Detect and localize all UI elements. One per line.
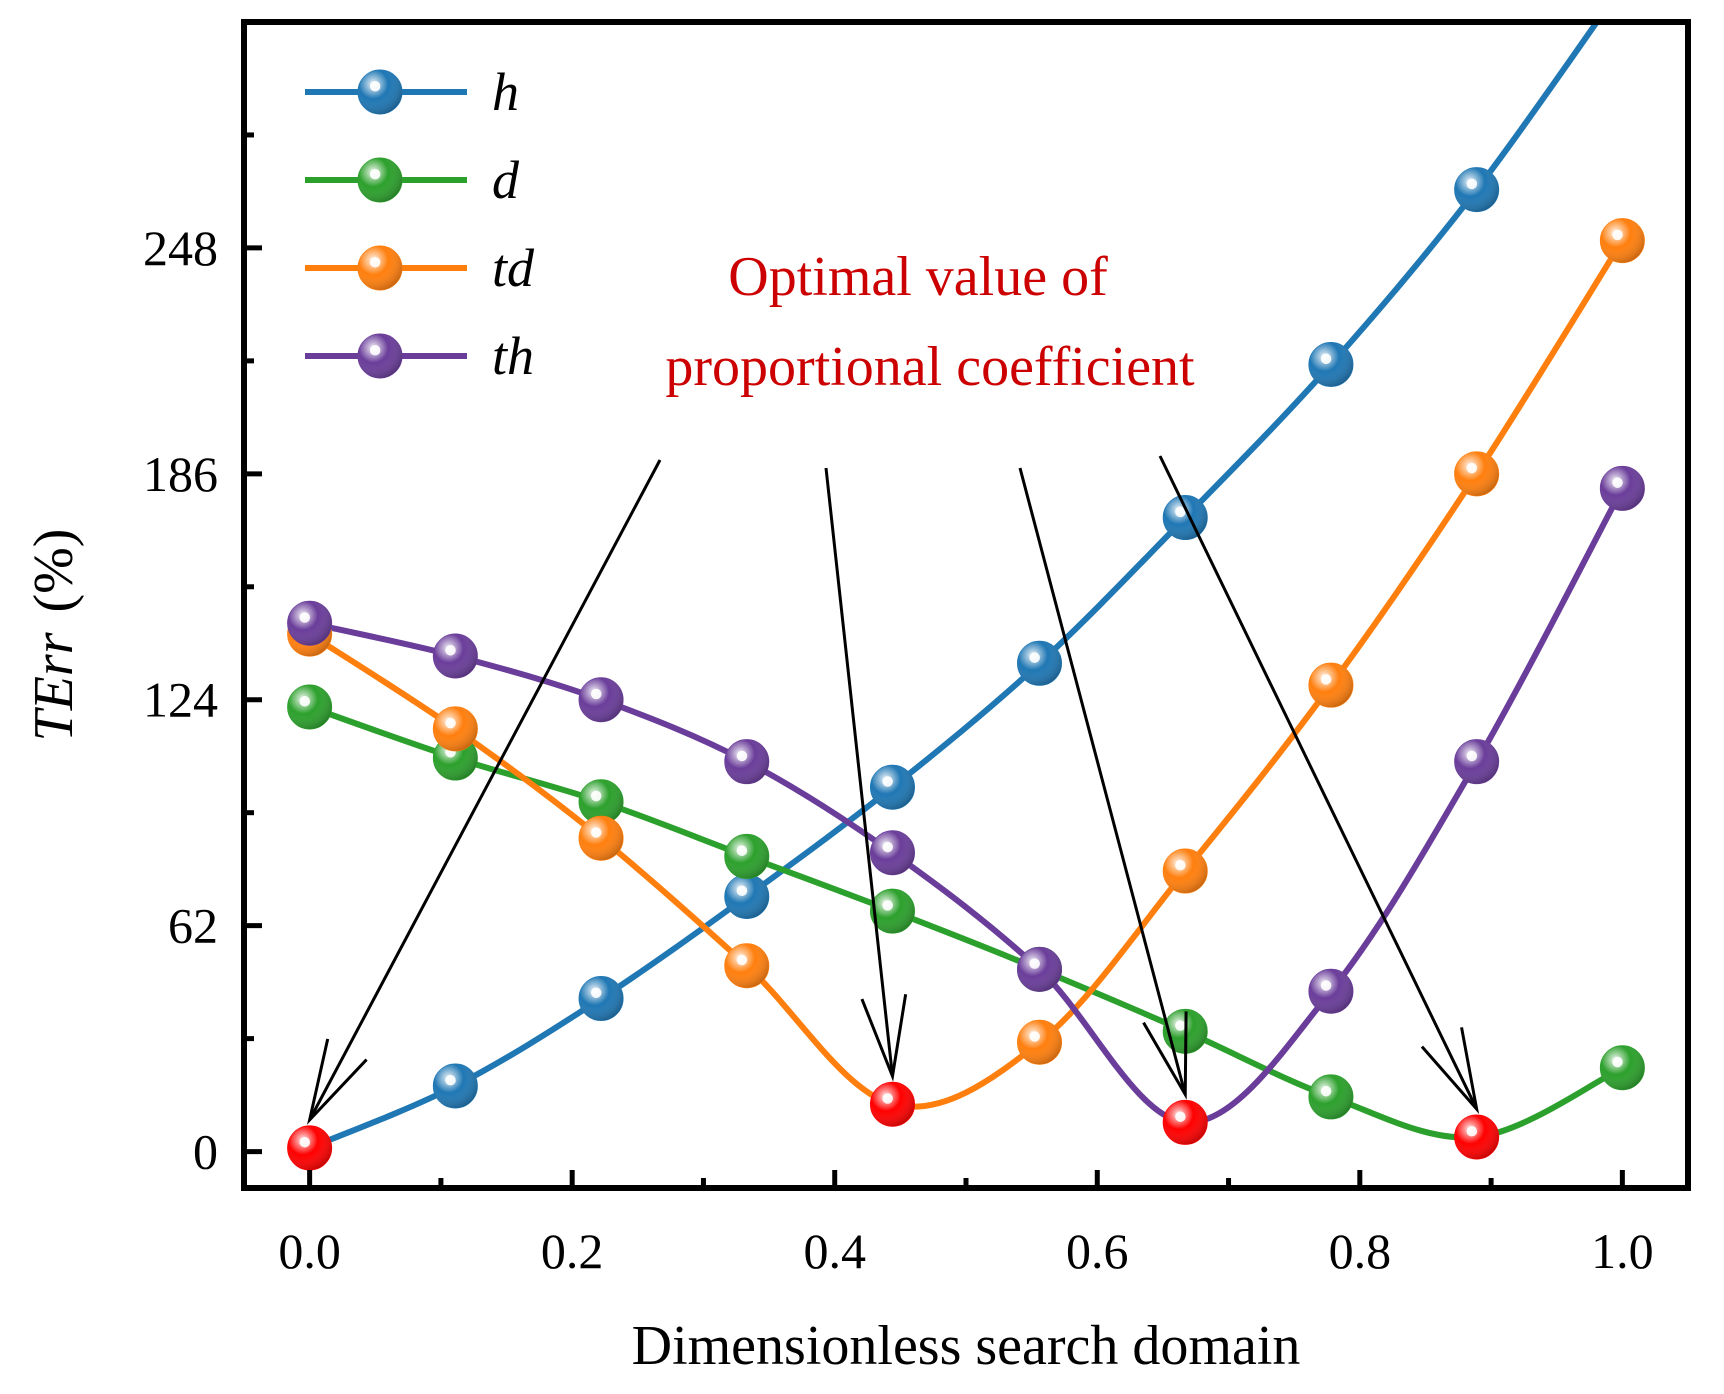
annotation-arrow-1 — [306, 459, 662, 1125]
y-axis-title: TErr (%) — [23, 529, 85, 742]
legend-marker — [357, 69, 403, 115]
data-point-d-3 — [724, 833, 770, 879]
legend-label: h — [492, 62, 519, 122]
data-point-h-4 — [869, 764, 915, 810]
data-point-th-5 — [1017, 946, 1063, 992]
data-point-td-5 — [1017, 1019, 1063, 1065]
annotation: Optimal value of proportional coefficient — [306, 246, 1480, 1125]
series-line-h — [306, 22, 1601, 1151]
y-axis-title-unit: (%) — [23, 529, 85, 613]
data-point-d-7 — [1308, 1074, 1354, 1120]
annotation-arrow-3 — [1018, 467, 1188, 1100]
data-point-h-2 — [578, 976, 624, 1022]
x-tick-label: 1.0 — [1591, 1223, 1654, 1279]
data-point-td-9 — [1599, 218, 1645, 264]
data-point-h-8 — [1454, 167, 1500, 213]
data-point-th-9 — [1599, 465, 1645, 511]
optimal-point-th — [1162, 1099, 1208, 1145]
data-point-td-3 — [724, 943, 770, 989]
y-tick-label: 248 — [143, 220, 218, 276]
y-tick-label: 0 — [193, 1124, 218, 1180]
y-tick-label: 124 — [143, 672, 218, 728]
y-tick-label: 186 — [143, 446, 218, 502]
data-point-th-0 — [287, 600, 333, 646]
x-axis-title: Dimensionless search domain — [632, 1315, 1301, 1377]
legend-marker — [357, 157, 403, 203]
x-tick-label: 0.8 — [1329, 1223, 1392, 1279]
y-tick-label: 62 — [168, 898, 218, 954]
x-tick-label: 0.4 — [803, 1223, 866, 1279]
data-point-h-7 — [1308, 342, 1354, 388]
data-point-td-8 — [1454, 451, 1500, 497]
annotation-arrow-2 — [824, 467, 908, 1082]
data-point-th-1 — [432, 633, 478, 679]
data-point-d-4 — [869, 888, 915, 934]
data-point-th-8 — [1454, 739, 1500, 785]
data-point-th-7 — [1308, 968, 1354, 1014]
data-point-d-0 — [287, 684, 333, 730]
series-line-td — [306, 237, 1626, 1110]
data-point-th-3 — [724, 739, 770, 785]
data-point-d-9 — [1599, 1045, 1645, 1091]
optimal-point-h — [287, 1125, 333, 1171]
annotation-line-2: proportional coefficient — [665, 336, 1195, 398]
series-line-d — [306, 704, 1626, 1141]
annotation-arrow-4 — [1158, 455, 1480, 1115]
optimal-point-d — [1454, 1114, 1500, 1160]
data-point-h-5 — [1017, 640, 1063, 686]
data-point-td-6 — [1162, 848, 1208, 894]
y-axis-title-var: TErr — [23, 632, 85, 741]
data-point-th-4 — [869, 830, 915, 876]
data-point-h-3 — [724, 874, 770, 919]
series-line-th — [306, 485, 1626, 1126]
legend-marker — [357, 333, 403, 379]
optimal-point-td — [869, 1081, 915, 1127]
data-point-td-2 — [578, 815, 624, 861]
legend-marker — [357, 245, 403, 291]
legend-label: d — [492, 150, 520, 210]
legend-item-d: d — [305, 150, 520, 210]
x-tick-label: 0.6 — [1066, 1223, 1129, 1279]
legend-item-th: th — [305, 326, 534, 386]
data-point-h-1 — [432, 1063, 478, 1109]
x-tick-label: 0.2 — [541, 1223, 604, 1279]
legend-label: th — [492, 326, 534, 386]
data-point-h-6 — [1162, 495, 1208, 541]
data-point-th-2 — [578, 677, 624, 723]
annotation-line-1: Optimal value of — [728, 246, 1108, 308]
data-point-h-9 — [1600, 0, 1644, 8]
legend-item-td: td — [305, 238, 535, 298]
plot-area — [287, 0, 1645, 1171]
legend-label: td — [492, 238, 535, 298]
axes: 0.0 0.2 0.4 0.6 0.8 1.0 0 62 124 186 248 Dimensionl… — [23, 19, 1691, 1377]
legend: hd td th — [305, 62, 535, 386]
legend-item-h: h — [305, 62, 519, 122]
x-tick-label: 0.0 — [278, 1223, 341, 1279]
data-point-td-7 — [1308, 662, 1354, 708]
data-point-td-1 — [432, 706, 478, 752]
